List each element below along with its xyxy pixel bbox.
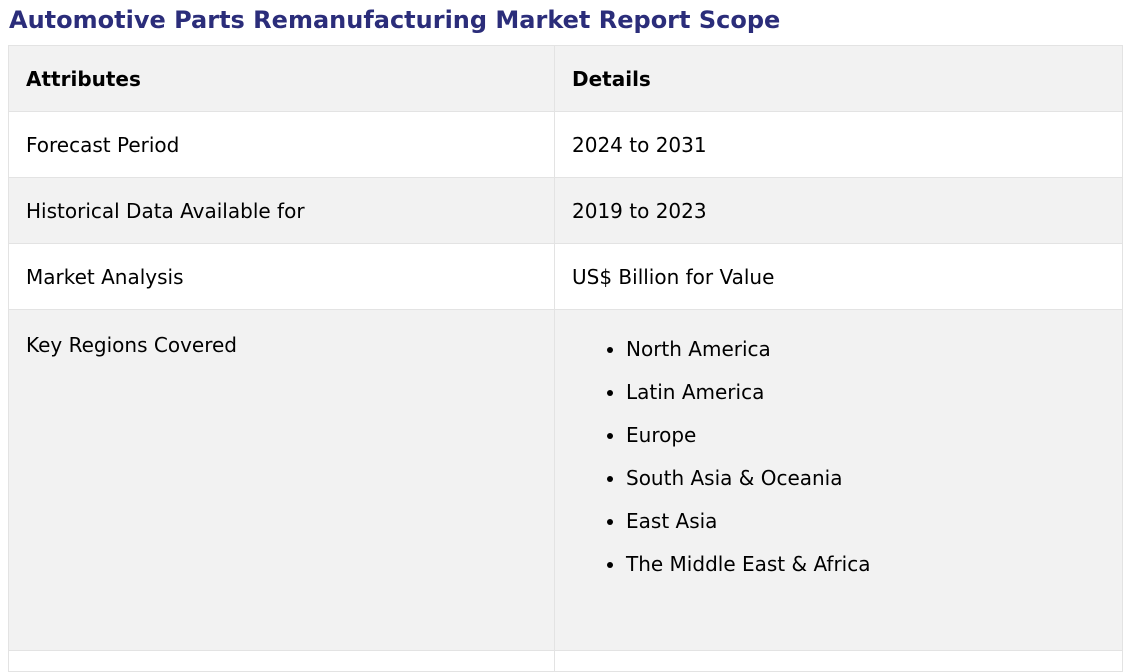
attribute-cell: Market Analysis bbox=[8, 243, 555, 310]
regions-list: North America Latin America Europe South… bbox=[572, 336, 1122, 577]
detail-cell bbox=[554, 650, 1123, 672]
detail-cell: 2019 to 2023 bbox=[554, 177, 1123, 244]
table-row: Forecast Period 2024 to 2031 bbox=[8, 111, 1123, 178]
list-item: East Asia bbox=[626, 508, 1122, 534]
table-row: Key Regions Covered North America Latin … bbox=[8, 309, 1123, 651]
attribute-cell: Historical Data Available for bbox=[8, 177, 555, 244]
detail-cell: US$ Billion for Value bbox=[554, 243, 1123, 310]
list-item: South Asia & Oceania bbox=[626, 465, 1122, 491]
regions-detail-cell: North America Latin America Europe South… bbox=[554, 309, 1123, 651]
attribute-cell: Forecast Period bbox=[8, 111, 555, 178]
table-row: Market Analysis US$ Billion for Value bbox=[8, 243, 1123, 310]
table-row bbox=[8, 650, 1123, 672]
list-item: The Middle East & Africa bbox=[626, 551, 1122, 577]
list-item: Latin America bbox=[626, 379, 1122, 405]
report-scope-table: Attributes Details Forecast Period 2024 … bbox=[8, 45, 1123, 672]
detail-cell: 2024 to 2031 bbox=[554, 111, 1123, 178]
list-item: Europe bbox=[626, 422, 1122, 448]
table-row: Historical Data Available for 2019 to 20… bbox=[8, 177, 1123, 244]
attribute-cell bbox=[8, 650, 555, 672]
column-header-details: Details bbox=[554, 45, 1123, 112]
column-header-attributes: Attributes bbox=[8, 45, 555, 112]
list-item: North America bbox=[626, 336, 1122, 362]
table-header-row: Attributes Details bbox=[8, 45, 1123, 112]
attribute-cell: Key Regions Covered bbox=[8, 309, 555, 651]
page-title: Automotive Parts Remanufacturing Market … bbox=[9, 6, 781, 34]
